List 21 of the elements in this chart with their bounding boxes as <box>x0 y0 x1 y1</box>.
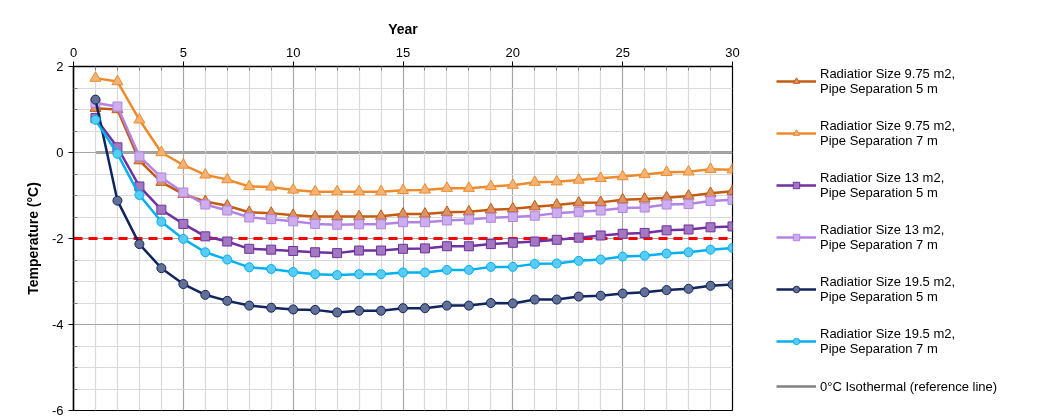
legend-label: Radiatior Size 19.5 m2, Pipe Separation 7 m <box>820 326 956 356</box>
legend-label: Radiatior Size 13 m2, Pipe Separation 7 m <box>820 222 945 252</box>
x-axis-title: Year <box>388 20 419 37</box>
y-tick-label: -6 <box>51 403 64 418</box>
x-tick-label: 0 <box>69 44 78 60</box>
x-tick-label: 30 <box>725 44 740 60</box>
legend-label: Radiatior Size 9.75 m2, Pipe Separation 5 m <box>820 66 956 96</box>
y-tick-label: -2 <box>51 231 64 246</box>
legend-label: Radiatior Size 19.5 m2, Pipe Separation 5 m <box>820 274 956 304</box>
y-axis-title: Temperature (°C) <box>24 182 41 295</box>
y-tick-label: -4 <box>51 317 64 332</box>
x-tick-label: 10 <box>285 44 301 60</box>
y-tick-label: 2 <box>56 59 64 74</box>
legend-label: Radiatior Size 13 m2, Pipe Separation 5 m <box>820 170 945 200</box>
x-tick-label: 25 <box>615 44 630 60</box>
x-tick-label: 15 <box>395 44 411 60</box>
x-tick-label: 5 <box>179 44 187 60</box>
x-tick-label: 20 <box>505 44 521 60</box>
legend-label: Radiatior Size 9.75 m2, Pipe Separation 7 m <box>820 118 956 148</box>
y-tick-label: 0 <box>56 145 64 160</box>
legend-label: 0°C Isothermal (reference line) <box>820 378 998 394</box>
